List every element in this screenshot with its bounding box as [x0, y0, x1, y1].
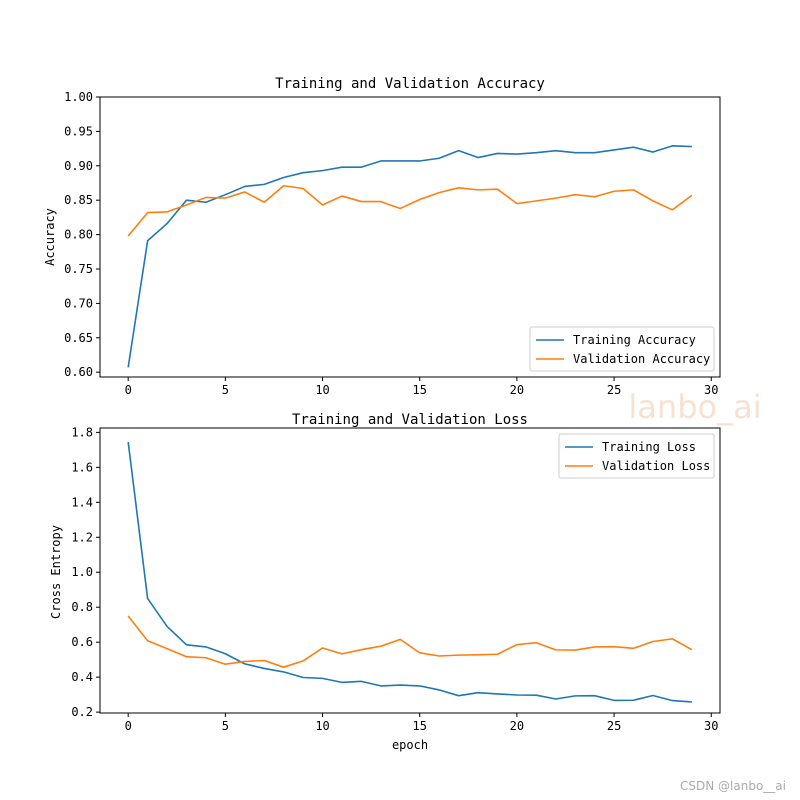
- accuracy-x-tick-label: 0: [125, 383, 132, 397]
- loss-x-tick-label: 25: [607, 719, 621, 733]
- accuracy-y-tick-label: 0.70: [64, 296, 93, 310]
- loss-x-tick-label: 0: [125, 719, 132, 733]
- accuracy-y-tick-label: 0.85: [64, 193, 93, 207]
- accuracy-y-tick-label: 0.90: [64, 159, 93, 173]
- loss-x-tick-label: 15: [412, 719, 426, 733]
- accuracy-x-axis: 0 5 10 15 20 25 30: [125, 377, 718, 397]
- accuracy-x-tick-label: 25: [607, 383, 621, 397]
- accuracy-y-axis-title: Accuracy: [43, 208, 57, 266]
- accuracy-x-tick-label: 30: [704, 383, 718, 397]
- accuracy-y-axis: 0.60 0.65 0.70 0.75 0.80 0.85 0.90 0.95 1.00: [64, 90, 100, 379]
- loss-y-tick-label: 1.4: [71, 495, 93, 509]
- accuracy-y-tick-label: 0.80: [64, 228, 93, 242]
- accuracy-y-tick-label: 0.75: [64, 262, 93, 276]
- accuracy-chart-title: Training and Validation Accuracy: [275, 76, 545, 92]
- loss-y-tick-label: 1.8: [71, 425, 93, 439]
- loss-x-tick-label: 5: [222, 719, 229, 733]
- training-accuracy-legend-label: Training Accuracy: [573, 333, 696, 347]
- watermark-text: lanbo_ai: [628, 388, 761, 426]
- validation-accuracy-line: [127, 184, 693, 237]
- loss-x-axis-title: epoch: [392, 738, 428, 752]
- accuracy-y-tick-label: 1.00: [64, 90, 93, 104]
- accuracy-plot-area: [99, 96, 721, 378]
- loss-y-tick-label: 0.4: [71, 670, 93, 684]
- accuracy-x-tick-label: 5: [222, 383, 229, 397]
- loss-y-tick-label: 0.8: [71, 600, 93, 614]
- training-loss-line: [127, 441, 692, 703]
- validation-accuracy-legend-label: Validation Accuracy: [573, 352, 710, 366]
- loss-y-tick-label: 0.6: [71, 635, 93, 649]
- accuracy-legend-box: [529, 326, 715, 372]
- loss-plot-area: [99, 427, 721, 714]
- credit-text: CSDN @lanbo__ai: [680, 779, 786, 793]
- accuracy-series: [127, 145, 693, 368]
- loss-legend: Training Loss Validation Loss: [558, 433, 715, 479]
- loss-y-axis: 0.2 0.4 0.6 0.8 1.0 1.2 1.4 1.6 1.8: [71, 425, 100, 719]
- validation-loss-legend-label: Validation Loss: [602, 459, 710, 473]
- accuracy-chart: Training and Validation Accuracy 0 5 10 15 2…: [43, 76, 721, 397]
- loss-x-tick-label: 30: [704, 719, 718, 733]
- loss-chart: Training and Validation Loss 0 5 10 15 20 25 3…: [49, 412, 721, 752]
- accuracy-x-tick-label: 10: [315, 383, 329, 397]
- loss-x-axis: 0 5 10 15 20 25 30: [125, 713, 718, 733]
- loss-series: [127, 441, 693, 703]
- accuracy-x-tick-label: 15: [412, 383, 426, 397]
- loss-y-tick-label: 1.6: [71, 460, 93, 474]
- accuracy-y-tick-label: 0.65: [64, 331, 93, 345]
- training-accuracy-line: [127, 145, 692, 368]
- accuracy-legend: Training Accuracy Validation Accuracy: [529, 326, 715, 372]
- loss-y-tick-label: 0.2: [71, 705, 93, 719]
- loss-y-axis-title: Cross Entropy: [49, 525, 63, 619]
- loss-x-tick-label: 10: [315, 719, 329, 733]
- accuracy-x-tick-label: 20: [510, 383, 524, 397]
- loss-y-tick-label: 1.0: [71, 565, 93, 579]
- loss-y-tick-label: 1.2: [71, 530, 93, 544]
- loss-legend-box: [558, 433, 715, 479]
- loss-x-tick-label: 20: [510, 719, 524, 733]
- accuracy-y-tick-label: 0.60: [64, 365, 93, 379]
- accuracy-y-tick-label: 0.95: [64, 124, 93, 138]
- loss-chart-title: Training and Validation Loss: [292, 412, 528, 428]
- validation-loss-line: [127, 615, 693, 668]
- training-loss-legend-label: Training Loss: [602, 440, 696, 454]
